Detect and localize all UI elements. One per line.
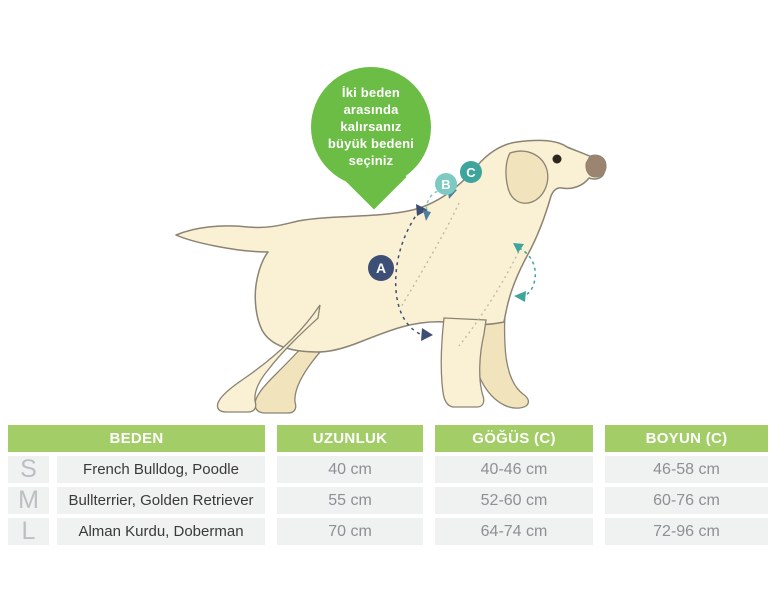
gogus-l: 64-74 cm (435, 518, 593, 545)
uzunluk-s: 40 cm (277, 456, 423, 483)
chest-girth-arc (394, 204, 433, 341)
size-letter-m: M (8, 487, 49, 514)
size-letter-s: S (8, 456, 49, 483)
gogus-m: 52-60 cm (435, 487, 593, 514)
measurement-marker-a: A (368, 255, 394, 281)
boyun-l: 72-96 cm (605, 518, 768, 545)
marker-b-label: B (441, 177, 450, 192)
breeds-l: Alman Kurdu, Doberman (57, 518, 265, 545)
gogus-s: 40-46 cm (435, 456, 593, 483)
breeds-m: Bullterrier, Golden Retriever (57, 487, 265, 514)
boyun-m: 60-76 cm (605, 487, 768, 514)
uzunluk-m: 55 cm (277, 487, 423, 514)
neck-front-arc (513, 243, 537, 302)
column-header-uzunluk: UZUNLUK (277, 425, 423, 452)
column-header-boyun: BOYUN (C) (605, 425, 768, 452)
column-header-gogus: GÖĞÜS (C) (435, 425, 593, 452)
breeds-s: French Bulldog, Poodle (57, 456, 265, 483)
size-letter-l: L (8, 518, 49, 545)
size-table: BEDEN UZUNLUK GÖĞÜS (C) BOYUN (C) S Fren… (8, 425, 768, 545)
marker-c-label: C (466, 165, 476, 180)
dog-near-legs (216, 304, 487, 413)
column-header-beden: BEDEN (8, 425, 265, 452)
size-tip-text: İki beden arasında kalırsanız büyük bede… (327, 85, 415, 168)
dog-ear (505, 150, 549, 204)
uzunluk-l: 70 cm (277, 518, 423, 545)
dog-body (175, 139, 606, 353)
marker-a-label: A (376, 260, 386, 276)
boyun-s: 46-58 cm (605, 456, 768, 483)
dog-illustration: A B C (175, 139, 607, 414)
dog-eye (552, 154, 562, 164)
measurement-marker-c: C (460, 161, 482, 183)
girth-guide-lines (400, 202, 522, 347)
dog-nose (585, 154, 607, 178)
measurement-marker-b: B (435, 173, 457, 195)
